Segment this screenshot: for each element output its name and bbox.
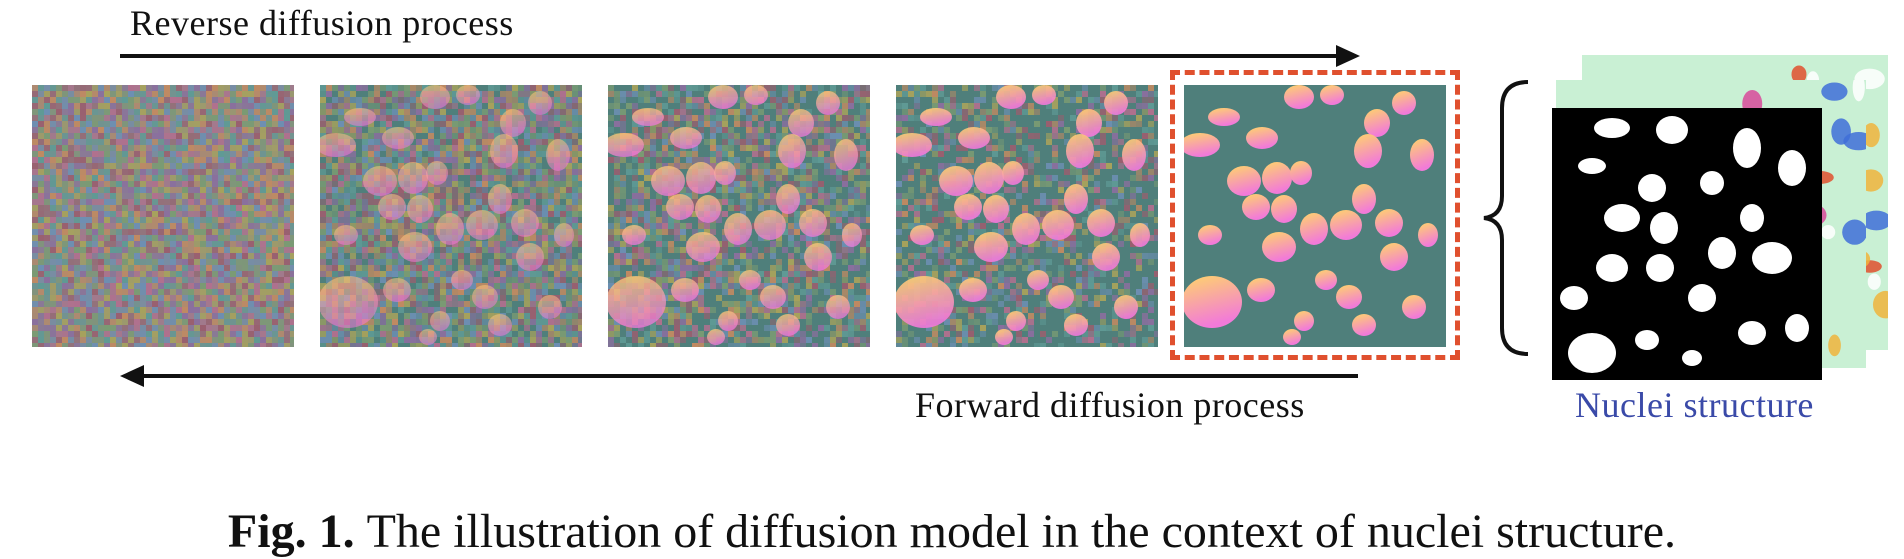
binary-nuclei-mask: [1552, 108, 1822, 380]
caption-prefix: Fig. 1.: [228, 505, 355, 558]
nuclei-structure-label: Nuclei structure: [1575, 384, 1814, 426]
caption-text: The illustration of diffusion model in t…: [367, 505, 1676, 558]
figure-caption: Fig. 1.The illustration of diffusion mod…: [0, 504, 1904, 559]
diffusion-step-mid-noise: [608, 85, 870, 347]
diffusion-step-pure-noise: [32, 85, 294, 347]
forward-diffusion-label: Forward diffusion process: [915, 384, 1305, 426]
diffusion-step-low-noise: [896, 85, 1158, 347]
diffusion-step-clean: [1184, 85, 1446, 347]
diffusion-step-high-noise: [320, 85, 582, 347]
curly-brace: [1480, 78, 1530, 358]
